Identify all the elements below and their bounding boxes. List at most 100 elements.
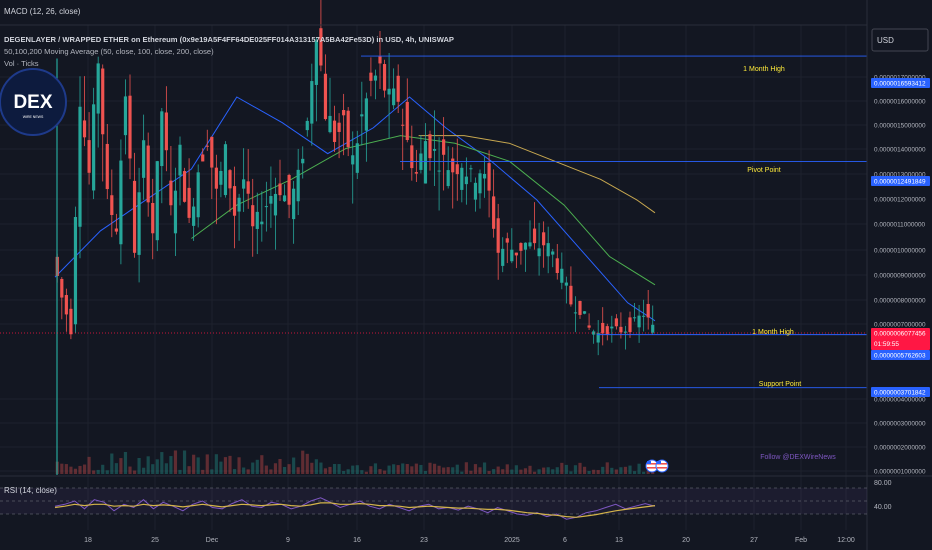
candle-body[interactable] <box>501 248 505 266</box>
candle-body[interactable] <box>214 167 218 189</box>
candle-body[interactable] <box>392 88 396 106</box>
candle-body[interactable] <box>232 186 237 216</box>
candle-body[interactable] <box>414 172 418 174</box>
candle-body[interactable] <box>478 173 482 194</box>
candle-body[interactable] <box>255 211 259 229</box>
candle-body[interactable] <box>355 143 359 173</box>
candle-body[interactable] <box>128 95 132 159</box>
us-flag-icon[interactable] <box>645 459 659 473</box>
candle-body[interactable] <box>178 144 182 176</box>
candle-body[interactable] <box>514 252 518 256</box>
candle-body[interactable] <box>642 315 646 317</box>
candle-body[interactable] <box>382 64 387 91</box>
candle-body[interactable] <box>346 110 350 148</box>
candle-body[interactable] <box>496 218 500 253</box>
candle-body[interactable] <box>323 73 328 120</box>
candle-body[interactable] <box>401 124 405 126</box>
candle-body[interactable] <box>492 196 496 229</box>
candle-body[interactable] <box>482 173 487 179</box>
candle-body[interactable] <box>60 278 64 298</box>
candle-body[interactable] <box>605 326 609 335</box>
candle-body[interactable] <box>637 315 641 328</box>
candle-body[interactable] <box>455 164 459 175</box>
candle-body[interactable] <box>332 120 337 142</box>
candle-body[interactable] <box>569 285 573 305</box>
candle-body[interactable] <box>610 326 614 329</box>
candle-body[interactable] <box>269 196 273 204</box>
candle-body[interactable] <box>151 202 155 234</box>
candle-body[interactable] <box>182 171 187 202</box>
candle-body[interactable] <box>532 228 537 244</box>
candle-body[interactable] <box>87 140 91 173</box>
candle-body[interactable] <box>223 144 228 196</box>
candle-body[interactable] <box>314 40 318 85</box>
candle-body[interactable] <box>337 122 341 132</box>
candle-body[interactable] <box>64 295 68 315</box>
candle-body[interactable] <box>110 195 114 215</box>
candle-body[interactable] <box>555 258 559 274</box>
candle-body[interactable] <box>82 120 87 138</box>
candle-body[interactable] <box>578 300 582 315</box>
candle-body[interactable] <box>287 174 291 205</box>
candle-body[interactable] <box>278 183 282 196</box>
candle-body[interactable] <box>237 197 241 212</box>
currency-selector[interactable] <box>871 28 929 52</box>
candle-body[interactable] <box>201 154 205 162</box>
candle-body[interactable] <box>192 206 196 226</box>
candle-body[interactable] <box>364 98 368 131</box>
candle-body[interactable] <box>396 75 400 102</box>
candle-body[interactable] <box>328 115 332 133</box>
candle-body[interactable] <box>92 104 96 191</box>
candle-body[interactable] <box>546 243 550 257</box>
candle-body[interactable] <box>169 180 173 206</box>
candle-body[interactable] <box>260 221 264 225</box>
candle-body[interactable] <box>78 106 82 227</box>
candle-body[interactable] <box>632 317 637 319</box>
candle-body[interactable] <box>487 163 491 191</box>
candle-body[interactable] <box>219 170 223 185</box>
candle-body[interactable] <box>246 181 250 194</box>
candle-body[interactable] <box>369 72 373 81</box>
candle-body[interactable] <box>242 179 246 189</box>
candle-body[interactable] <box>164 112 168 151</box>
candle-body[interactable] <box>542 232 546 246</box>
candle-body[interactable] <box>405 101 409 141</box>
candle-body[interactable] <box>132 180 137 253</box>
candle-body[interactable] <box>137 192 141 255</box>
candle-body[interactable] <box>101 68 105 135</box>
candle-body[interactable] <box>560 268 564 283</box>
candle-body[interactable] <box>432 149 437 151</box>
candle-body[interactable] <box>551 251 555 255</box>
candle-body[interactable] <box>460 167 464 190</box>
candle-body[interactable] <box>282 195 287 202</box>
candle-body[interactable] <box>119 160 123 245</box>
candle-body[interactable] <box>451 158 455 173</box>
candle-body[interactable] <box>523 242 528 250</box>
candle-body[interactable] <box>310 81 314 124</box>
candle-body[interactable] <box>423 141 428 184</box>
candles[interactable] <box>55 0 655 475</box>
candle-body[interactable] <box>264 206 268 208</box>
candle-body[interactable] <box>205 145 209 147</box>
candle-body[interactable] <box>301 158 305 164</box>
candle-body[interactable] <box>251 205 255 227</box>
candle-body[interactable] <box>587 325 591 328</box>
candle-body[interactable] <box>342 110 346 116</box>
candle-body[interactable] <box>96 63 100 114</box>
candle-body[interactable] <box>155 161 159 241</box>
candle-body[interactable] <box>596 332 600 343</box>
price-axis[interactable]: USD 0.00000170000000.00000160000000.0000… <box>871 28 930 476</box>
candle-body[interactable] <box>519 243 523 251</box>
candle-body[interactable] <box>646 303 650 318</box>
candle-body[interactable] <box>619 326 623 333</box>
candle-body[interactable] <box>473 182 478 200</box>
candle-body[interactable] <box>446 170 450 187</box>
candle-body[interactable] <box>296 169 300 202</box>
candle-body[interactable] <box>614 318 618 327</box>
candle-body[interactable] <box>505 238 509 243</box>
candle-body[interactable] <box>469 168 473 170</box>
candle-body[interactable] <box>410 145 414 169</box>
candle-body[interactable] <box>573 312 578 314</box>
candle-body[interactable] <box>160 111 164 167</box>
candle-body[interactable] <box>528 242 532 247</box>
